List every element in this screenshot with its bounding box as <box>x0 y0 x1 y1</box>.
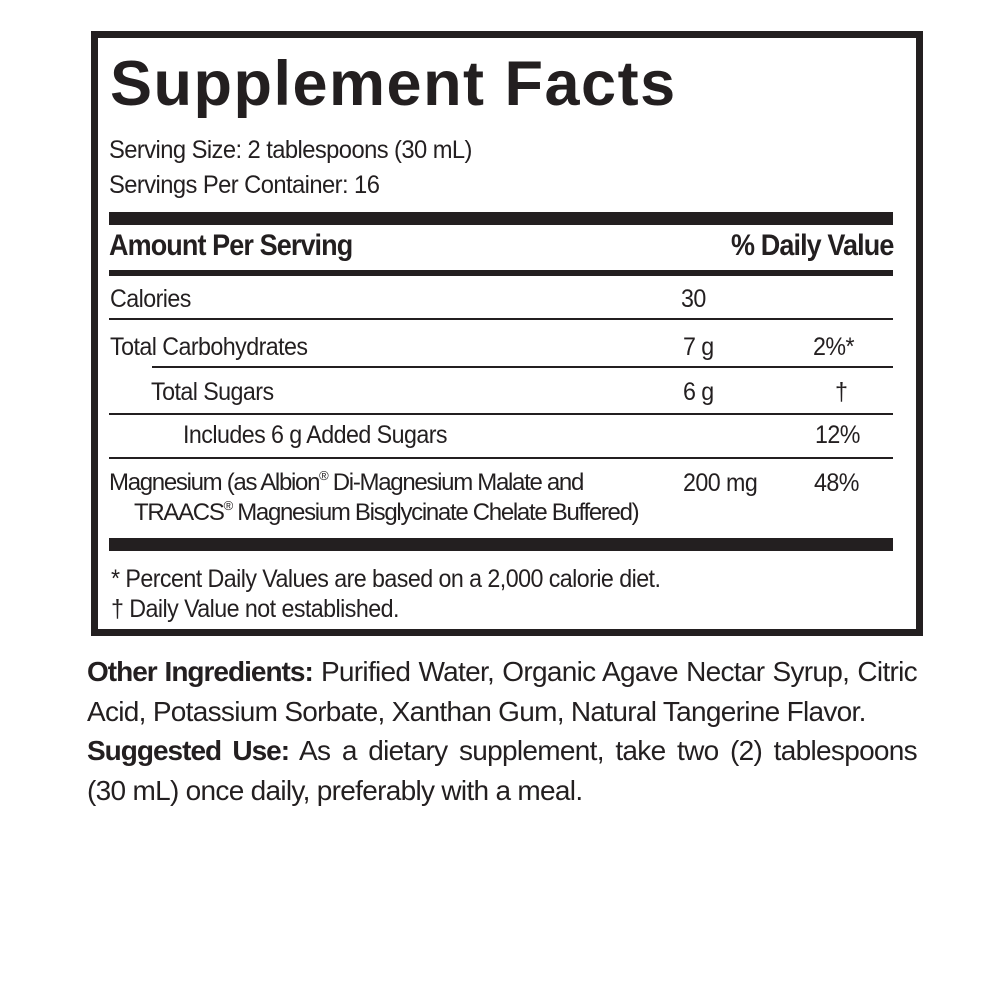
row-dv: 2%* <box>813 333 855 361</box>
servings-per-container: Servings Per Container: 16 <box>109 171 380 199</box>
panel-title: Supplement Facts <box>110 49 677 119</box>
row-name: Calories <box>110 285 191 313</box>
thick-divider <box>109 538 893 551</box>
row-amount: 6 g <box>683 378 714 406</box>
row-divider <box>109 413 893 415</box>
other-ingredients: Other Ingredients: Purified Water, Organ… <box>87 656 918 727</box>
amount-per-serving-header: Amount Per Serving <box>109 229 353 262</box>
row-dv: † <box>835 378 848 406</box>
row-amount: 7 g <box>683 333 714 361</box>
footnote-dagger: † Daily Value not established. <box>111 595 399 623</box>
serving-size: Serving Size: 2 tablespoons (30 mL) <box>109 136 472 164</box>
suggested-use: Suggested Use: As a dietary supplement, … <box>87 735 918 806</box>
row-name: Total Sugars <box>151 378 274 406</box>
header-divider <box>109 270 893 276</box>
row-name-line2: TRAACS® Magnesium Bisglycinate Chelate B… <box>134 498 640 526</box>
thick-divider <box>109 212 893 225</box>
row-divider <box>152 366 893 368</box>
row-name-line1: Magnesium (as Albion® Di-Magnesium Malat… <box>109 468 584 496</box>
row-amount: 200 mg <box>683 469 758 497</box>
row-name: Includes 6 g Added Sugars <box>183 421 448 449</box>
row-dv: 48% <box>814 469 859 497</box>
row-amount: 30 <box>681 285 706 313</box>
footnote-percent: * Percent Daily Values are based on a 2,… <box>111 565 661 593</box>
row-divider <box>109 318 893 320</box>
supplement-facts-panel <box>91 31 923 636</box>
row-divider <box>109 457 893 459</box>
row-name: Total Carbohydrates <box>110 333 308 361</box>
row-dv: 12% <box>815 421 860 449</box>
daily-value-header: % Daily Value <box>730 229 894 262</box>
